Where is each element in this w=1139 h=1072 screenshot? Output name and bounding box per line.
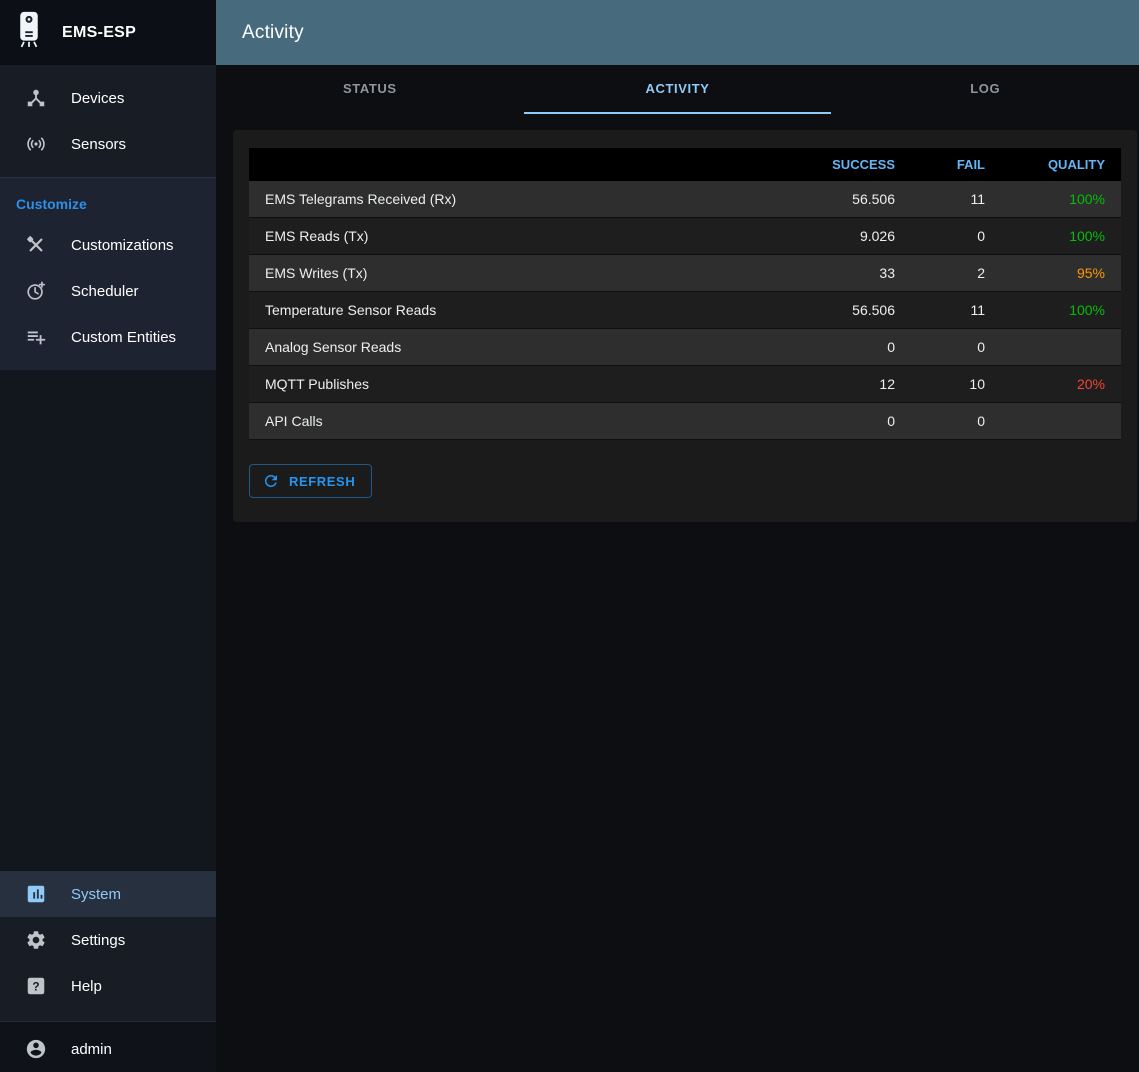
sidebar-user-section: admin [0,1021,216,1072]
table-row: API Calls 0 0 [249,402,1121,440]
metric-cell: EMS Telegrams Received (Rx) [249,181,791,218]
tab-activity[interactable]: ACTIVITY [523,65,832,114]
sidebar-item-system[interactable]: System [0,871,216,917]
metric-cell: EMS Writes (Tx) [249,254,791,292]
table-row: EMS Telegrams Received (Rx) 56.506 11 10… [249,181,1121,218]
sidebar-item-customizations[interactable]: Customizations [0,222,216,268]
fail-cell: 0 [911,402,1001,440]
success-cell: 33 [791,254,911,292]
sidebar-spacer [0,370,216,871]
sidebar-item-label: Settings [71,931,126,949]
activity-stats-table: SUCCESS FAIL QUALITY EMS Telegrams Recei… [249,148,1121,440]
svg-text:?: ? [32,980,39,994]
sidebar-item-label: Scheduler [71,282,139,300]
quality-cell: 100% [1001,217,1121,255]
playlist-add-icon [24,325,48,349]
quality-cell [1001,328,1121,366]
table-header-row: SUCCESS FAIL QUALITY [249,148,1121,181]
sidebar: EMS-ESP Devices [0,0,216,1072]
success-column-header: SUCCESS [791,148,911,181]
main-content: Activity STATUS ACTIVITY LOG SUCCESS FAI… [216,0,1139,1072]
app-name: EMS-ESP [62,23,137,41]
app-bar: Activity [216,0,1139,65]
account-circle-icon [24,1037,48,1061]
sidebar-nav-bottom: System Settings ? Help [0,871,216,1021]
device-hub-icon [24,86,48,110]
app-logo-header: EMS-ESP [0,0,216,65]
tab-log[interactable]: LOG [831,65,1139,114]
sidebar-customize-section: Customize Customizations [0,177,216,370]
table-row: EMS Reads (Tx) 9.026 0 100% [249,217,1121,255]
table-row: MQTT Publishes 12 10 20% [249,365,1121,403]
metric-column-header [249,148,791,181]
tools-icon [24,233,48,257]
quality-column-header: QUALITY [1001,148,1121,181]
tab-status[interactable]: STATUS [216,65,524,114]
sidebar-item-sensors[interactable]: Sensors [0,121,216,167]
sidebar-item-label: Sensors [71,135,127,153]
sidebar-item-help[interactable]: ? Help [0,963,216,1009]
success-cell: 56.506 [791,291,911,329]
username-label: admin [71,1040,112,1058]
bar-chart-icon [24,882,48,906]
success-cell: 0 [791,402,911,440]
fail-column-header: FAIL [911,148,1001,181]
fail-cell: 0 [911,217,1001,255]
success-cell: 56.506 [791,181,911,218]
fail-cell: 0 [911,328,1001,366]
sidebar-item-label: Custom Entities [71,328,177,346]
clock-plus-icon [24,279,48,303]
fail-cell: 2 [911,254,1001,292]
sidebar-item-settings[interactable]: Settings [0,917,216,963]
quality-cell: 20% [1001,365,1121,403]
metric-cell: API Calls [249,402,791,440]
activity-card: SUCCESS FAIL QUALITY EMS Telegrams Recei… [233,130,1137,522]
page-title: Activity [242,21,304,43]
ems-esp-logo-icon [14,10,44,55]
sidebar-item-label: Help [71,977,102,995]
customize-section-title: Customize [16,196,87,212]
tab-bar: STATUS ACTIVITY LOG [216,65,1139,114]
table-row: Analog Sensor Reads 0 0 [249,328,1121,366]
sensors-icon [24,132,48,156]
fail-cell: 11 [911,181,1001,218]
sidebar-item-label: System [71,885,122,903]
table-row: EMS Writes (Tx) 33 2 95% [249,254,1121,292]
success-cell: 9.026 [791,217,911,255]
quality-cell: 100% [1001,181,1121,218]
metric-cell: EMS Reads (Tx) [249,217,791,255]
help-icon: ? [24,974,48,998]
table-row: Temperature Sensor Reads 56.506 11 100% [249,291,1121,329]
quality-cell: 95% [1001,254,1121,292]
quality-cell: 100% [1001,291,1121,329]
quality-cell [1001,402,1121,440]
fail-cell: 10 [911,365,1001,403]
sidebar-item-label: Devices [71,89,125,107]
refresh-button-label: REFRESH [289,473,356,489]
success-cell: 12 [791,365,911,403]
refresh-icon [262,472,280,490]
metric-cell: Analog Sensor Reads [249,328,791,366]
gear-icon [24,928,48,952]
sidebar-item-admin[interactable]: admin [0,1026,216,1072]
sidebar-item-custom-entities[interactable]: Custom Entities [0,314,216,360]
sidebar-item-scheduler[interactable]: Scheduler [0,268,216,314]
sidebar-item-label: Customizations [71,236,174,254]
metric-cell: MQTT Publishes [249,365,791,403]
sidebar-item-devices[interactable]: Devices [0,75,216,121]
fail-cell: 11 [911,291,1001,329]
metric-cell: Temperature Sensor Reads [249,291,791,329]
sidebar-nav-top: Devices Sensors [0,65,216,177]
refresh-button[interactable]: REFRESH [249,464,373,498]
success-cell: 0 [791,328,911,366]
